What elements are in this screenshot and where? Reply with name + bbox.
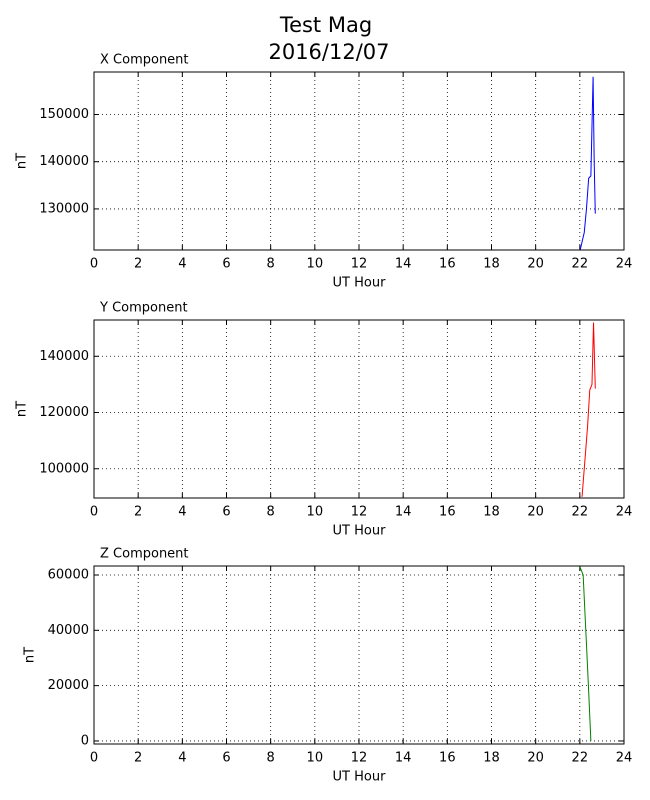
figure-title: Test Mag (279, 13, 372, 37)
plot-frame (93, 319, 625, 499)
x-tick-label: 6 (222, 751, 230, 766)
x-tick-label: 0 (90, 751, 98, 766)
panel-title: Y Component (99, 301, 188, 316)
x-tick-label: 0 (90, 257, 98, 272)
plot-frame (93, 565, 625, 745)
x-axis-label: UT Hour (333, 770, 387, 785)
x-tick-label: 0 (90, 505, 98, 520)
x-tick-label: 18 (483, 751, 500, 766)
x-tick-label: 16 (439, 505, 456, 520)
x-tick-label: 22 (572, 505, 589, 520)
x-tick-label: 20 (527, 257, 544, 272)
x-tick-label: 14 (395, 505, 412, 520)
x-tick-label: 8 (267, 257, 275, 272)
x-tick-label: 14 (395, 751, 412, 766)
y-tick-label: 40000 (48, 623, 89, 638)
data-line (579, 566, 592, 741)
x-tick-label: 4 (178, 751, 186, 766)
x-tick-label: 2 (134, 257, 142, 272)
x-tick-label: 10 (307, 505, 324, 520)
y-tick-label: 130000 (39, 201, 89, 216)
figure-subtitle: 2016/12/07 (268, 40, 389, 64)
x-axis-label: UT Hour (333, 524, 387, 539)
data-line (581, 322, 596, 497)
x-tick-label: 12 (351, 505, 368, 520)
x-tick-label: 2 (134, 505, 142, 520)
x-tick-label: 22 (572, 257, 589, 272)
panel-title: Z Component (100, 547, 189, 562)
y-axis-label: nT (15, 401, 30, 417)
y-axis-label: nT (23, 647, 38, 663)
y-tick-label: 140000 (39, 154, 89, 169)
x-tick-label: 20 (527, 505, 544, 520)
x-tick-label: 16 (439, 257, 456, 272)
y-tick-label: 60000 (48, 567, 89, 582)
y-tick-label: 100000 (39, 461, 89, 476)
y-axis-label: nT (15, 153, 30, 169)
x-tick-label: 2 (134, 751, 142, 766)
y-tick-label: 120000 (39, 405, 89, 420)
y-tick-label: 150000 (39, 107, 89, 122)
x-tick-label: 24 (616, 505, 633, 520)
x-tick-label: 14 (395, 257, 412, 272)
data-line (579, 76, 596, 250)
x-tick-label: 4 (178, 257, 186, 272)
y-tick-label: 0 (81, 733, 89, 748)
x-axis-label: UT Hour (333, 276, 387, 291)
x-tick-label: 18 (483, 257, 500, 272)
x-tick-label: 6 (222, 505, 230, 520)
x-tick-label: 8 (267, 751, 275, 766)
x-tick-label: 22 (572, 751, 589, 766)
x-tick-label: 10 (307, 751, 324, 766)
x-tick-label: 10 (307, 257, 324, 272)
x-tick-label: 24 (616, 751, 633, 766)
plot-frame (93, 71, 625, 251)
x-tick-label: 12 (351, 751, 368, 766)
x-tick-label: 8 (267, 505, 275, 520)
y-tick-label: 20000 (48, 678, 89, 693)
x-tick-label: 12 (351, 257, 368, 272)
x-tick-label: 16 (439, 751, 456, 766)
x-tick-label: 18 (483, 505, 500, 520)
x-tick-label: 6 (222, 257, 230, 272)
y-tick-label: 140000 (39, 349, 89, 364)
x-tick-label: 4 (178, 505, 186, 520)
x-tick-label: 24 (616, 257, 633, 272)
x-tick-label: 20 (527, 751, 544, 766)
panel-title: X Component (100, 53, 189, 68)
